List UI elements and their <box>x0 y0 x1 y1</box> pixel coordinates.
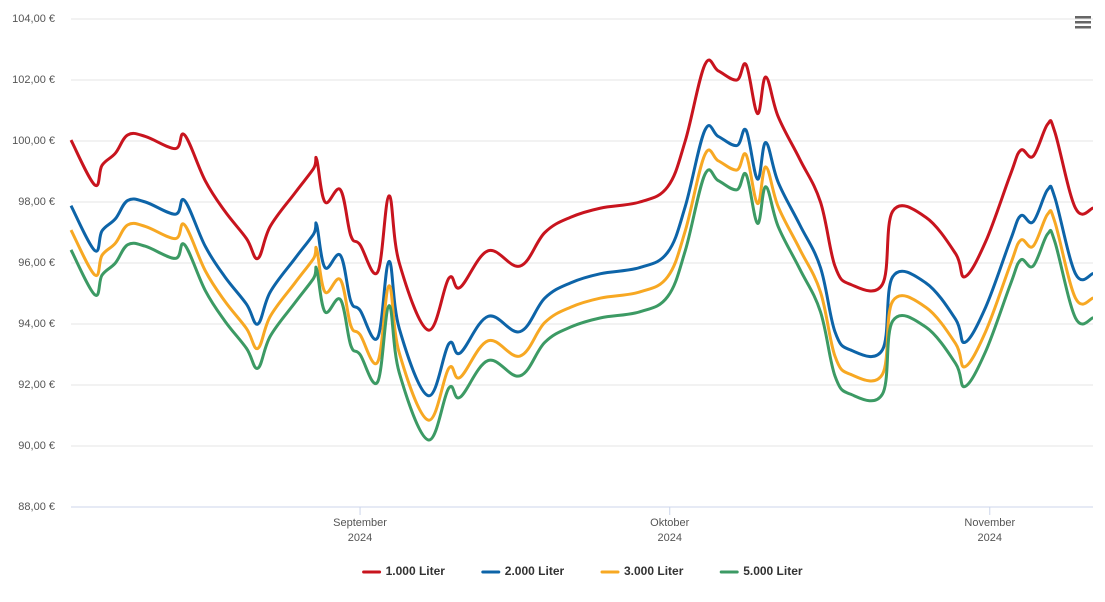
legend-item[interactable]: 2.000 Liter <box>481 564 565 578</box>
y-tick-label: 96,00 € <box>18 257 55 269</box>
y-tick-label: 94,00 € <box>18 318 55 330</box>
legend-label: 1.000 Liter <box>386 564 446 578</box>
menu-bar <box>1075 21 1091 24</box>
legend-item[interactable]: 5.000 Liter <box>719 564 803 578</box>
menu-bar <box>1075 26 1091 29</box>
data-line <box>69 124 1094 398</box>
data-line <box>69 168 1094 442</box>
y-tick-label: 98,00 € <box>18 196 55 208</box>
y-tick-label: 92,00 € <box>18 379 55 391</box>
x-tick-label: November 2024 <box>964 517 1015 544</box>
legend-label: 2.000 Liter <box>505 564 565 578</box>
legend-label: 3.000 Liter <box>624 564 684 578</box>
x-tick-label: September 2024 <box>333 517 387 544</box>
menu-icon[interactable] <box>1075 16 1091 29</box>
menu-bar <box>1075 16 1091 19</box>
legend-label: 5.000 Liter <box>743 564 803 578</box>
data-line <box>69 148 1094 422</box>
y-tick-label: 90,00 € <box>18 440 55 452</box>
x-tick-label: Oktober 2024 <box>650 517 689 544</box>
y-tick-label: 102,00 € <box>12 74 55 86</box>
data-line <box>69 58 1094 332</box>
legend-item[interactable]: 3.000 Liter <box>600 564 684 578</box>
y-tick-label: 104,00 € <box>12 13 55 25</box>
y-tick-label: 100,00 € <box>12 135 55 147</box>
y-tick-label: 88,00 € <box>18 501 55 513</box>
legend-item[interactable]: 1.000 Liter <box>362 564 446 578</box>
